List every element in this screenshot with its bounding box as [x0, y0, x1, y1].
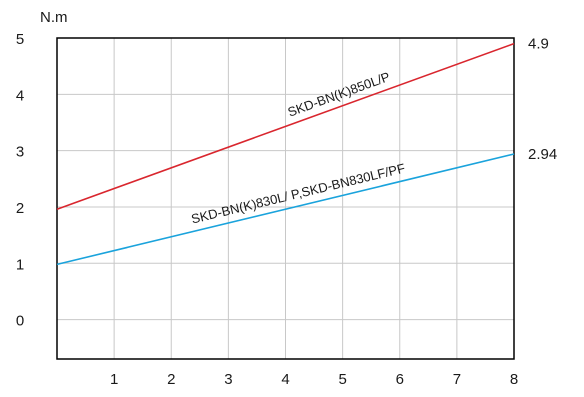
- y-axis-unit-label: N.m: [40, 9, 68, 26]
- y-axis-ticks: 0 1 2 3 4 5: [16, 31, 24, 330]
- y-tick-label-4: 4: [16, 87, 24, 104]
- series-name-label-2: SKD-BN(K)830L/ P,SKD-BN830LF/PF: [190, 160, 407, 226]
- y-tick-label-1: 1: [16, 256, 24, 273]
- x-tick-label-7: 7: [453, 371, 461, 388]
- series-end-value-1: 4.9: [528, 36, 549, 53]
- y-tick-label-2: 2: [16, 200, 24, 217]
- series-end-value-2: 2.94: [528, 146, 557, 163]
- x-tick-label-4: 4: [281, 371, 289, 388]
- y-tick-label-0: 0: [16, 313, 24, 330]
- x-tick-label-5: 5: [338, 371, 346, 388]
- x-axis-ticks: 1 2 3 4 5 6 7 8: [110, 371, 518, 388]
- x-tick-label-8: 8: [510, 371, 518, 388]
- plot-frame: [56, 37, 515, 360]
- y-tick-label-3: 3: [16, 144, 24, 161]
- x-tick-label-6: 6: [396, 371, 404, 388]
- series-lines: [56, 42, 515, 266]
- series-line-2: [56, 153, 515, 266]
- series-line-1: [56, 42, 515, 210]
- y-tick-label-5: 5: [16, 31, 24, 48]
- x-tick-label-3: 3: [224, 371, 232, 388]
- x-tick-label-2: 2: [167, 371, 175, 388]
- x-tick-label-1: 1: [110, 371, 118, 388]
- grid-lines: [57, 38, 514, 359]
